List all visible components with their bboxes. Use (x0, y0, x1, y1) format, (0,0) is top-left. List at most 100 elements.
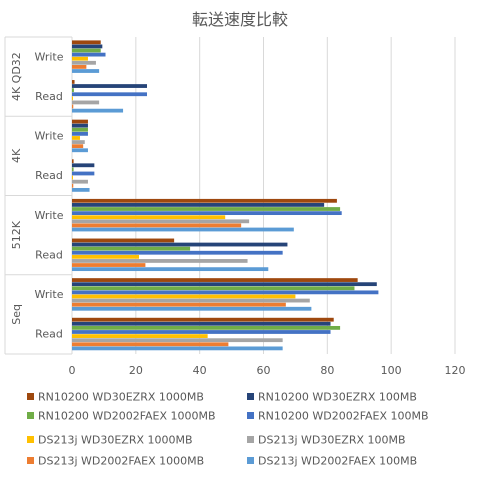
bar (72, 123, 88, 128)
group-label: 4K QD32 (10, 52, 23, 101)
legend-swatch (27, 393, 34, 400)
bar (72, 342, 229, 347)
bar (72, 65, 87, 69)
bar (72, 56, 88, 61)
bar (72, 227, 294, 232)
bar (72, 44, 103, 49)
legend-label: DS213j WD2002FAEX 1000MB (38, 455, 204, 468)
gridlines (135, 37, 456, 354)
bar (72, 211, 342, 216)
bar (72, 48, 101, 53)
bar (72, 330, 331, 334)
legend-label: RN10200 WD30EZRX 100MB (258, 391, 417, 404)
legend-swatch (27, 457, 34, 464)
bar (72, 338, 283, 343)
bar (72, 219, 250, 224)
bar (72, 259, 248, 263)
x-tick-label: 0 (69, 364, 76, 377)
bar (72, 100, 100, 105)
bar (72, 88, 74, 93)
x-tick-label: 100 (381, 364, 402, 377)
chart-title: 転送速度比較 (192, 10, 288, 29)
bar (72, 84, 148, 88)
bar (72, 325, 341, 330)
bar (72, 246, 191, 251)
x-tick-label: 40 (193, 364, 207, 377)
bar (72, 207, 341, 211)
bar (72, 238, 175, 243)
bar (72, 298, 310, 303)
bar (72, 60, 96, 65)
category-label: Read (35, 328, 63, 341)
x-tick-label: 80 (320, 364, 334, 377)
bar (72, 119, 88, 124)
bar (72, 263, 146, 267)
bar (72, 80, 75, 84)
legend-swatch (247, 436, 254, 443)
bar (72, 163, 95, 168)
bar (72, 203, 325, 207)
legend-label: RN10200 WD2002FAEX 100MB (258, 410, 429, 423)
x-tick-label: 120 (445, 364, 466, 377)
bar (72, 131, 88, 136)
bar (72, 104, 74, 109)
bar (72, 278, 358, 282)
x-axis: 0 20 40 60 80 100 120 (69, 364, 466, 377)
category-label: Write (34, 209, 63, 222)
bar (72, 40, 101, 45)
bar (72, 127, 88, 132)
bar (72, 179, 88, 184)
legend-swatch (247, 457, 254, 464)
category-label: Write (34, 130, 63, 143)
category-label: Read (35, 169, 63, 182)
bars (72, 40, 379, 351)
bar (72, 144, 84, 149)
legend-swatch (27, 412, 34, 419)
bar (72, 108, 124, 113)
legend-label: RN10200 WD30EZRX 1000MB (38, 391, 204, 404)
legend-swatch (247, 412, 254, 419)
bar (72, 306, 312, 311)
bar (72, 187, 90, 192)
bar (72, 346, 283, 351)
legend-label: DS213j WD30EZRX 1000MB (38, 434, 193, 447)
bar (72, 242, 288, 247)
legend-label: DS213j WD30EZRX 100MB (258, 434, 406, 447)
bar (72, 321, 331, 326)
group-label: 512K (10, 220, 23, 249)
bar (72, 334, 208, 338)
bar (72, 69, 100, 73)
category-label: Read (35, 90, 63, 103)
bar (72, 250, 283, 255)
legend-swatch (247, 393, 254, 400)
bar (72, 198, 337, 203)
bar (72, 223, 242, 228)
bar (72, 215, 226, 220)
bar (72, 96, 73, 101)
bar (72, 290, 379, 295)
bar (72, 140, 85, 144)
x-tick-label: 60 (257, 364, 271, 377)
bar (72, 52, 106, 57)
category-label: Read (35, 248, 63, 261)
group-label: 4K (10, 148, 23, 163)
bar (72, 92, 148, 97)
bar (72, 317, 334, 322)
bar (72, 136, 80, 140)
bar (72, 167, 74, 172)
legend-label: RN10200 WD2002FAEX 1000MB (38, 410, 216, 423)
bar (72, 302, 286, 307)
group-label: Seq (10, 304, 23, 325)
bar (72, 175, 73, 180)
bar (72, 183, 74, 188)
category-label: Write (34, 50, 63, 63)
bar (72, 267, 269, 272)
legend-label: DS213j WD2002FAEX 100MB (258, 455, 417, 468)
bar (72, 159, 74, 164)
bar (72, 254, 140, 259)
legend-swatch (27, 436, 34, 443)
legend: RN10200 WD30EZRX 1000MB RN10200 WD30EZRX … (27, 391, 429, 468)
x-tick-label: 20 (129, 364, 143, 377)
